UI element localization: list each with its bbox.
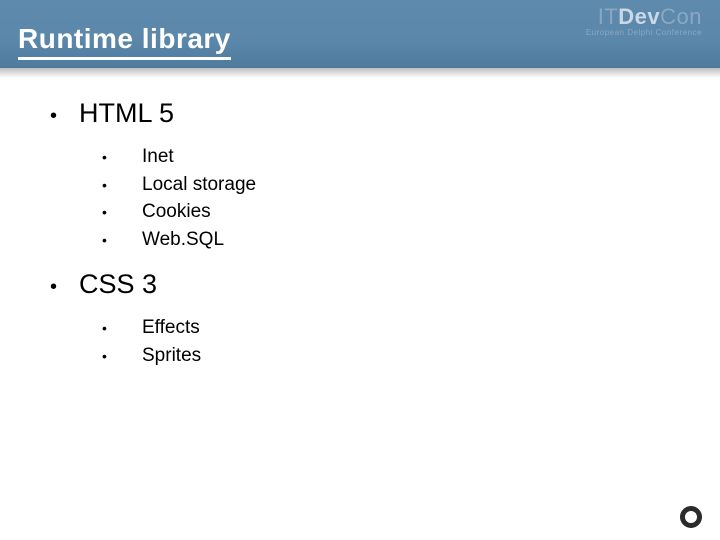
bullet-icon: • bbox=[102, 230, 142, 250]
header-shadow bbox=[0, 68, 720, 78]
list-item-label: HTML 5 bbox=[79, 98, 174, 129]
sub-list-item: • Sprites bbox=[102, 342, 720, 370]
bullet-icon: • bbox=[102, 318, 142, 338]
brand-mid: Dev bbox=[618, 4, 660, 29]
sub-list-item: • Web.SQL bbox=[102, 226, 720, 254]
sub-list-item-label: Local storage bbox=[142, 171, 256, 199]
sub-list: • Effects • Sprites bbox=[102, 314, 720, 369]
list-item: • HTML 5 bbox=[50, 98, 720, 129]
slide-title: Runtime library bbox=[18, 23, 231, 60]
ring-icon bbox=[680, 506, 702, 528]
sub-list-item: • Inet bbox=[102, 143, 720, 171]
bullet-icon: • bbox=[102, 346, 142, 366]
list-item: • CSS 3 bbox=[50, 269, 720, 300]
bullet-icon: • bbox=[50, 274, 57, 300]
sub-list-item: • Cookies bbox=[102, 198, 720, 226]
brand-block: ITDevCon European Delphi Conference bbox=[586, 6, 702, 37]
slide-content: • HTML 5 • Inet • Local storage • Cookie… bbox=[0, 68, 720, 369]
slide-header: Runtime library ITDevCon European Delphi… bbox=[0, 0, 720, 68]
sub-list-item-label: Inet bbox=[142, 143, 174, 171]
bullet-icon: • bbox=[102, 147, 142, 167]
bullet-icon: • bbox=[102, 175, 142, 195]
sub-list-item-label: Cookies bbox=[142, 198, 211, 226]
brand-suffix: Con bbox=[660, 4, 702, 29]
sub-list-item-label: Effects bbox=[142, 314, 200, 342]
sub-list-item: • Local storage bbox=[102, 171, 720, 199]
sub-list-item-label: Web.SQL bbox=[142, 226, 224, 254]
brand-main: ITDevCon bbox=[586, 6, 702, 28]
list-item-label: CSS 3 bbox=[79, 269, 157, 300]
sub-list-item-label: Sprites bbox=[142, 342, 201, 370]
sub-list-item: • Effects bbox=[102, 314, 720, 342]
bullet-icon: • bbox=[50, 103, 57, 129]
sub-list: • Inet • Local storage • Cookies • Web.S… bbox=[102, 143, 720, 253]
brand-prefix: IT bbox=[598, 4, 619, 29]
brand-subtitle: European Delphi Conference bbox=[586, 29, 702, 37]
bullet-icon: • bbox=[102, 202, 142, 222]
